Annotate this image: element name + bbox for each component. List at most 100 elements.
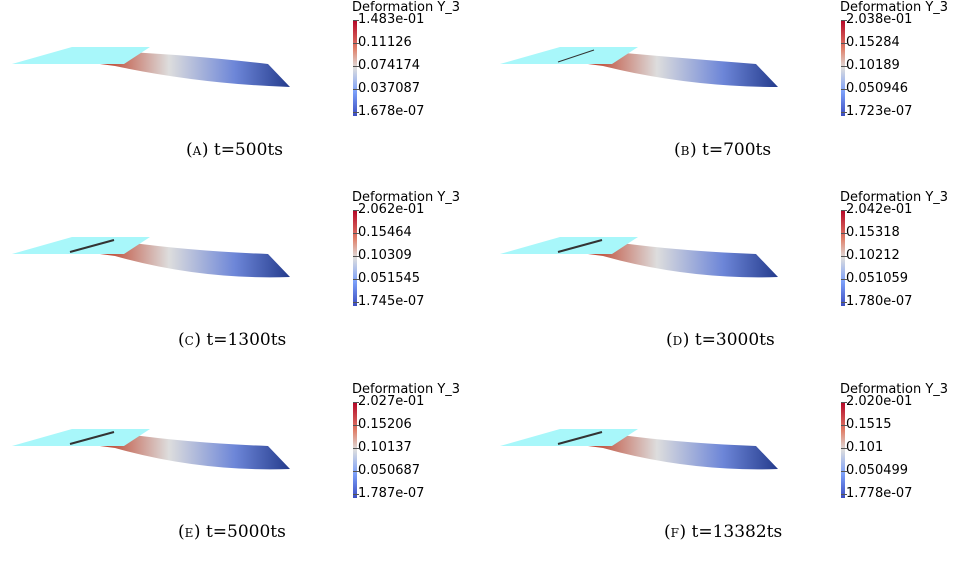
colorbar-tick-label: 0.15206 [358,417,412,432]
color-legend: Deformation Y_3 2.027e-01 0.15206 0.10137 0.… [352,382,477,512]
colorbar-tick-label: 0.037087 [358,81,421,96]
colorbar-tick-label: 2.038e-01 [846,12,913,27]
deformation-plot [500,429,778,470]
colorbar-tick [841,302,847,303]
colorbar-tick-label: 1.483e-01 [358,12,425,27]
colorbar [353,20,357,116]
fixed-plate [12,47,150,64]
colorbar-tick [841,256,847,257]
caption-time: t=500ts [213,140,283,160]
colorbar-tick-label: 1.745e-07 [358,294,425,309]
colorbar-tick [353,66,359,67]
colorbar-tick [353,210,359,211]
colorbar-tick [353,471,359,472]
colorbar-tick [841,20,847,21]
colorbar-tick [841,448,847,449]
colorbar-tick-label: 0.051545 [358,271,421,286]
colorbar-tick-label: 0.074174 [358,58,421,73]
colorbar-tick-label: 1.678e-07 [358,104,425,119]
fixed-plate [500,47,638,64]
caption-letter: C [184,334,195,348]
colorbar-tick [353,20,359,21]
colorbar-tick-label: 1.787e-07 [358,486,425,501]
subfigure-caption: (A) t=500ts [186,140,283,160]
fixed-plate [500,429,638,446]
crack-line [69,239,115,253]
color-legend: Deformation Y_3 2.042e-01 0.15318 0.10212 0.… [840,190,963,320]
colorbar-tick-label: 0.050687 [358,463,421,478]
colorbar [841,210,845,306]
colorbar-tick [353,448,359,449]
caption-time: t=700ts [702,140,772,160]
fixed-plate [12,237,150,254]
colorbar-tick-label: 0.1515 [846,417,892,432]
colorbar-tick [841,66,847,67]
panel-f: Deformation Y_3 2.020e-01 0.1515 0.101 0.050… [488,382,963,563]
colorbar-tick-label: 0.10212 [846,248,900,263]
caption-letter: B [680,144,690,158]
caption-letter: D [672,334,683,348]
colorbar-tick-label: 2.042e-01 [846,202,913,217]
colorbar-tick-label: 1.780e-07 [846,294,913,309]
colorbar-tick [353,494,359,495]
color-legend: Deformation Y_3 2.038e-01 0.15284 0.10189 0.… [840,0,963,130]
colorbar-tick [841,43,847,44]
crack-line [557,431,603,445]
crack-line [69,431,115,445]
colorbar-tick-label: 2.062e-01 [358,202,425,217]
colorbar-tick [841,112,847,113]
subfigure-caption: (D) t=3000ts [666,330,775,350]
color-legend: Deformation Y_3 2.062e-01 0.15464 0.10309 0.… [352,190,477,320]
legend-title: Deformation Y_3 [840,0,949,15]
colorbar-tick-label: 0.10137 [358,440,412,455]
panel-b: Deformation Y_3 2.038e-01 0.15284 0.10189 0.… [488,0,963,181]
colorbar [841,20,845,116]
subfigure-caption: (C) t=1300ts [178,330,287,350]
subfigure-caption: (F) t=13382ts [664,522,783,542]
caption-time: t=1300ts [206,330,287,350]
legend-title: Deformation Y_3 [352,190,461,205]
caption-time: t=5000ts [205,522,286,542]
caption-letter: F [670,526,680,540]
fixed-plate [500,237,638,254]
colorbar-tick-label: 0.15284 [846,35,900,50]
colorbar-tick [841,425,847,426]
colorbar [353,210,357,306]
crack-line [557,49,595,63]
panel-a: Deformation Y_3 1.483e-01 0.11126 0.074174 0… [0,0,481,181]
colorbar-tick [841,494,847,495]
colorbar-tick [353,256,359,257]
deformation-plot [500,237,778,278]
colorbar-tick [353,43,359,44]
subfigure-caption: (B) t=700ts [674,140,772,160]
crack-line [557,239,603,253]
colorbar [353,402,357,498]
colorbar-tick-label: 0.10309 [358,248,412,263]
caption-time: t=13382ts [691,522,783,542]
legend-title: Deformation Y_3 [352,0,461,15]
subfigure-caption: (E) t=5000ts [178,522,286,542]
colorbar-tick [841,210,847,211]
colorbar-tick [353,425,359,426]
fixed-plate [12,429,150,446]
caption-letter: E [184,526,194,540]
panel-d: Deformation Y_3 2.042e-01 0.15318 0.10212 0.… [488,190,963,371]
deformation-plot [12,429,290,470]
deformation-plot [12,47,290,87]
colorbar-tick-label: 2.027e-01 [358,394,425,409]
color-legend: Deformation Y_3 2.020e-01 0.1515 0.101 0.050… [840,382,963,512]
colorbar-tick [841,89,847,90]
colorbar-tick [353,279,359,280]
colorbar-tick [353,302,359,303]
caption-time: t=3000ts [694,330,775,350]
colorbar-tick-label: 0.051059 [846,271,909,286]
colorbar [841,402,845,498]
colorbar-tick-label: 0.101 [846,440,884,455]
legend-title: Deformation Y_3 [840,382,949,397]
colorbar-tick [353,233,359,234]
legend-title: Deformation Y_3 [840,190,949,205]
colorbar-tick [841,471,847,472]
colorbar-tick-label: 1.723e-07 [846,104,913,119]
colorbar-tick [353,112,359,113]
deformation-plot [500,47,778,87]
